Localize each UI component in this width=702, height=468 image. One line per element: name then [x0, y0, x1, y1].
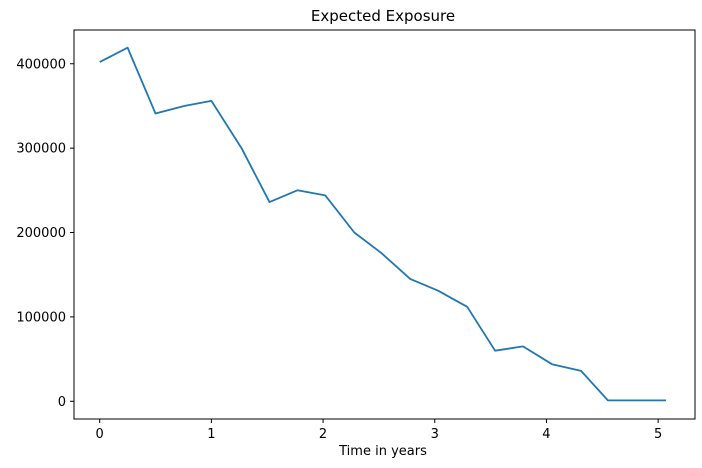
plot-area: 0 1 2 3 4 5 0 100000 200000 300000 400000: [16, 29, 696, 442]
chart-title: Expected Exposure: [311, 7, 455, 25]
axes-frame: [73, 29, 696, 420]
y-tick-label-1: 100000: [16, 310, 66, 325]
x-tick-label-3: 3: [431, 427, 439, 442]
y-tick-label-2: 200000: [16, 226, 66, 241]
series-line-0: [99, 46, 666, 402]
x-tick-label-2: 2: [319, 427, 327, 442]
x-tick-label-1: 1: [207, 427, 215, 442]
x-axis-label: Time in years: [338, 444, 427, 459]
y-tick-label-0: 0: [58, 395, 66, 410]
x-tick-label-5: 5: [654, 427, 662, 442]
y-tick-label-4: 400000: [16, 57, 66, 72]
x-tick-label-0: 0: [96, 427, 104, 442]
x-tick-label-4: 4: [542, 427, 550, 442]
y-tick-label-3: 300000: [16, 142, 66, 157]
